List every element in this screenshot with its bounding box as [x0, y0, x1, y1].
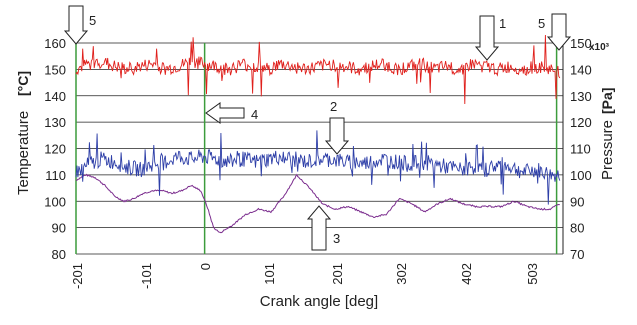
- annotation-arrow-1: [474, 15, 500, 61]
- y-left-tick-label: 140: [44, 89, 66, 104]
- x-axis-label: Crank angle [deg]: [260, 293, 378, 310]
- annotation-label: 5: [89, 13, 96, 28]
- y-left-tick-label: 120: [44, 142, 66, 157]
- annotation-label: 4: [251, 107, 258, 122]
- annotation-arrow-5-left: [63, 5, 89, 45]
- y-right-tick-label: 110: [570, 142, 591, 157]
- annotation-label: 5: [538, 16, 545, 31]
- series-line-purple: [76, 173, 560, 234]
- y-right-tick-label: 150: [570, 36, 592, 51]
- x-tick-label: 201: [330, 263, 345, 285]
- x-tick-label: 0: [198, 263, 213, 270]
- series-line-blue: [75, 130, 561, 205]
- y-left-tick-label: 130: [44, 115, 66, 130]
- x-tick-label: -101: [139, 263, 154, 289]
- y-right-tick-label: 90: [570, 194, 584, 209]
- y-left-tick-label: 80: [52, 247, 66, 262]
- y-left-tick-label: 90: [52, 221, 66, 236]
- y-right-axis-label: Pressure: [599, 120, 616, 180]
- y-right-axis-unit: [Pa]: [599, 88, 615, 114]
- y-left-tick-label: 100: [44, 194, 66, 209]
- x-tick-label: 503: [525, 263, 540, 285]
- y-right-tick-label: 100: [570, 168, 592, 183]
- y-right-tick-label: 140: [570, 62, 592, 77]
- annotation-arrow-5-right: [546, 13, 572, 51]
- y-right-tick-label: 120: [570, 115, 592, 130]
- x-tick-label: 402: [459, 263, 474, 285]
- annotation-label: 1: [499, 16, 506, 31]
- y-left-axis-unit: [°C]: [15, 71, 31, 96]
- y-left-axis-label: Temperature: [15, 111, 32, 195]
- annotation-arrow-4: [205, 102, 245, 124]
- y-right-tick-label: 70: [570, 247, 584, 262]
- annotation-label: 2: [330, 99, 337, 114]
- y-left-tick-label: 160: [44, 36, 66, 51]
- series-line-red: [75, 34, 561, 105]
- x-tick-label: 101: [262, 263, 277, 285]
- y-right-tick-label: 130: [570, 89, 592, 104]
- y-left-tick-label: 150: [44, 62, 66, 77]
- right-axis-multiplier: x10³: [589, 42, 610, 53]
- annotation-arrow-2: [324, 117, 350, 155]
- annotation-arrow-3: [306, 205, 332, 251]
- y-right-tick-label: 80: [570, 221, 584, 236]
- y-left-tick-label: 110: [45, 168, 66, 183]
- annotation-label: 3: [333, 231, 340, 246]
- x-tick-label: -201: [70, 263, 85, 289]
- x-tick-label: 302: [394, 263, 409, 285]
